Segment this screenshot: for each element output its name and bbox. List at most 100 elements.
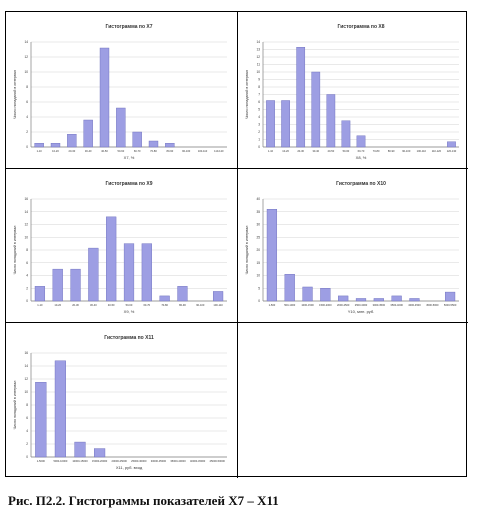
y-tick-label: 16 xyxy=(24,351,28,355)
bar xyxy=(159,295,170,302)
y-tick-label: 14 xyxy=(256,40,260,44)
y-axis-label: Число попаданий в интервал xyxy=(245,70,249,119)
bar xyxy=(296,47,306,148)
chart-grid: Гистограмма по X7 0 2 4 6 8 10 12 14 1-10 10-20 20-… xyxy=(5,11,468,478)
x-tick-label: 30000-35000 xyxy=(151,459,167,463)
x-tick-label: 3500-4000 xyxy=(390,303,403,307)
y-tick-label: 20 xyxy=(256,248,260,252)
grid-divider-vertical xyxy=(237,12,238,478)
chart-x7: Гистограмма по X7 0 2 4 6 8 10 12 14 1-10 10-20 20-… xyxy=(6,12,235,167)
y-tick-label: 14 xyxy=(24,210,28,214)
x-tick-label: 20-30 xyxy=(72,303,79,307)
bar xyxy=(356,135,366,148)
y-axis-label: Число попаданий в интервал xyxy=(13,226,17,275)
x-axis-label: Y10, млн. руб. xyxy=(348,309,374,314)
y-tick-label: 4 xyxy=(26,274,28,278)
bar xyxy=(212,291,224,302)
y-tick-label: 4 xyxy=(26,429,28,433)
x-tick-label: 100-110 xyxy=(213,303,223,307)
bar xyxy=(302,286,313,302)
y-tick-label: 5 xyxy=(258,286,260,290)
y-tick-label: 8 xyxy=(258,85,260,89)
y-axis-label: Число попаданий в интервал xyxy=(245,226,249,275)
y-axis-label: Число попаданий в интервал xyxy=(13,70,17,119)
bar xyxy=(34,286,46,302)
y-tick-label: 14 xyxy=(24,40,28,44)
y-tick-label: 8 xyxy=(26,85,28,89)
bar xyxy=(52,268,63,302)
x-tick-label: 50-60 xyxy=(343,149,350,153)
y-tick-label: 2 xyxy=(26,130,28,134)
bar xyxy=(165,143,175,148)
y-tick-label: 10 xyxy=(256,274,260,278)
x-tick-label: 10-20 xyxy=(52,149,59,153)
x-tick-label: 1-500 xyxy=(269,303,276,307)
y-tick-label: 12 xyxy=(24,55,28,59)
x-tick-label: 500-1000 xyxy=(284,303,296,307)
x-tick-label: 1-10 xyxy=(37,149,43,153)
y-tick-label: 10 xyxy=(24,235,28,239)
chart-title: Гистограмма по X8 xyxy=(338,24,385,30)
bar xyxy=(326,94,336,148)
x-tick-label: 80-90 xyxy=(388,149,395,153)
bar xyxy=(106,216,117,302)
bar xyxy=(50,143,61,148)
x-tick-label: 2000-2500 xyxy=(337,303,350,307)
x-tick-label: 5000-10000 xyxy=(53,459,67,463)
bar xyxy=(148,140,159,148)
chart-x10: Гистограмма по X10 0 5 10 15 20 25 30 35 40 1-500 5… xyxy=(238,169,467,321)
bar xyxy=(54,360,66,458)
x-tick-label: 90-100 xyxy=(402,149,411,153)
y-tick-label: 2 xyxy=(26,286,28,290)
bar xyxy=(444,291,456,302)
x-tick-label: 25000-30000 xyxy=(131,459,147,463)
x-tick-label: 80-90 xyxy=(167,149,174,153)
bar xyxy=(35,382,47,458)
x-tick-label: 70-80 xyxy=(150,149,157,153)
bar xyxy=(116,107,126,148)
y-tick-label: 0 xyxy=(258,145,260,149)
x-axis-label: X9, % xyxy=(124,309,135,314)
bar xyxy=(284,274,295,302)
x-tick-label: 1-10 xyxy=(37,303,43,307)
y-tick-label: 2 xyxy=(258,130,260,134)
chart-svg: Гистограмма по X10 0 5 10 15 20 25 30 35 40 1-500 5… xyxy=(245,181,459,314)
chart-svg: Гистограмма по X11 0 2 4 6 8 10 12 14 16 1-5000 500… xyxy=(13,335,227,470)
y-tick-label: 13 xyxy=(256,48,260,52)
x-axis-label: X7, % xyxy=(124,155,135,160)
bar xyxy=(34,143,44,148)
x-tick-label: 15000-20000 xyxy=(92,459,108,463)
x-tick-label: 100-110 xyxy=(198,149,208,153)
y-tick-label: 7 xyxy=(258,93,260,97)
chart-title: Гистограмма по X11 xyxy=(104,335,154,341)
y-tick-label: 0 xyxy=(26,145,28,149)
y-tick-label: 11 xyxy=(257,63,261,67)
bar xyxy=(447,141,456,148)
y-tick-label: 40 xyxy=(256,197,260,201)
bar xyxy=(266,209,278,302)
x-tick-label: 110-120 xyxy=(432,149,442,153)
bar xyxy=(341,120,351,148)
y-tick-label: 15 xyxy=(256,261,260,265)
x-tick-label: 1-5000 xyxy=(37,459,46,463)
y-tick-label: 10 xyxy=(24,70,28,74)
x-tick-label: 30-40 xyxy=(312,149,319,153)
bar xyxy=(67,134,77,148)
x-tick-label: 20000-25000 xyxy=(112,459,128,463)
y-tick-label: 3 xyxy=(258,123,260,127)
x-tick-label: 90-100 xyxy=(196,303,205,307)
bar xyxy=(83,119,93,148)
y-tick-label: 16 xyxy=(24,197,28,201)
chart-title: Гистограмма по X10 xyxy=(336,181,386,187)
bar xyxy=(70,268,81,302)
bar xyxy=(373,298,384,302)
figure-caption: Рис. П2.2. Гистограммы показателей X7 – … xyxy=(8,493,279,508)
y-tick-label: 6 xyxy=(26,261,28,265)
chart-svg: Гистограмма по X7 0 2 4 6 8 10 12 14 1-10 10-20 20-… xyxy=(13,24,227,160)
x-tick-label: 120-130 xyxy=(447,149,457,153)
bar xyxy=(94,448,106,458)
y-tick-label: 0 xyxy=(26,299,28,303)
x-tick-label: 40-50 xyxy=(101,149,108,153)
bar xyxy=(355,298,367,302)
x-tick-label: 2500-3000 xyxy=(355,303,368,307)
